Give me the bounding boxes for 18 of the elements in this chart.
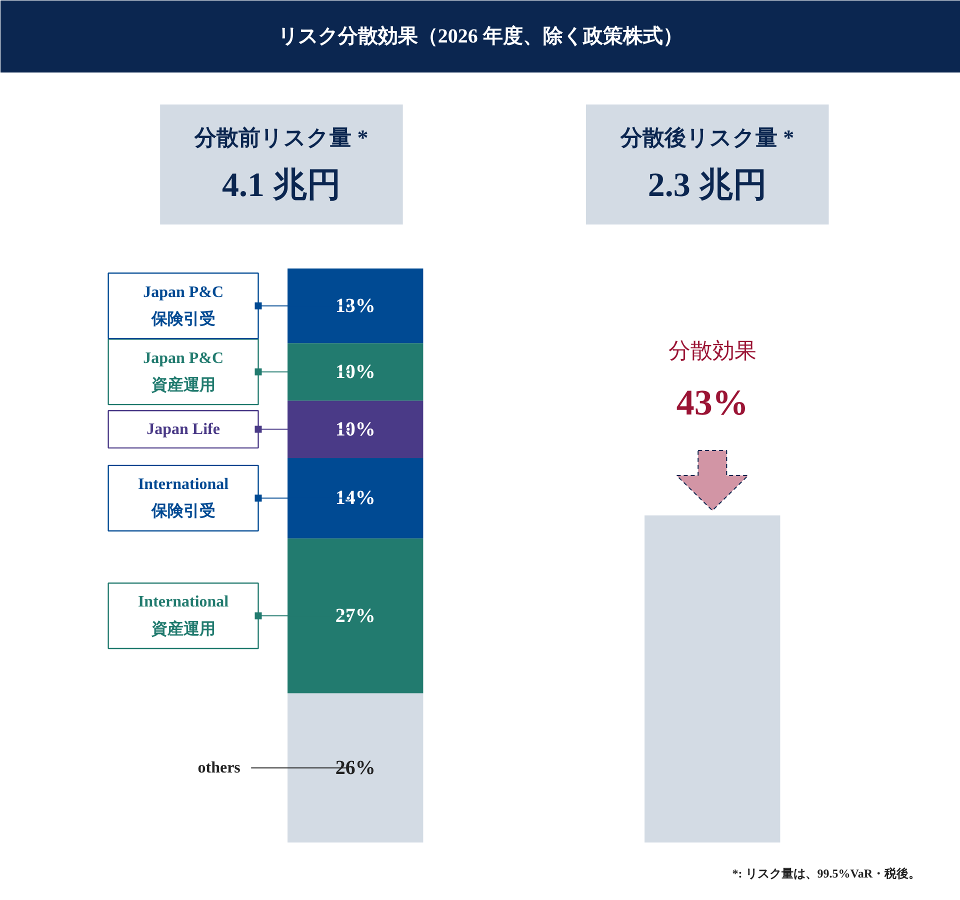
data-label: 26% bbox=[335, 756, 376, 779]
text: 分散後リスク量 * bbox=[620, 125, 794, 150]
text: 分散前リスク量 * bbox=[194, 125, 368, 150]
legend-label: International 保険引受 bbox=[138, 476, 230, 520]
legend-label: Japan Life bbox=[146, 420, 220, 438]
annotation: 分散効果 bbox=[668, 338, 756, 364]
data-label: 14% bbox=[335, 487, 376, 510]
chart-title: リスク分散効果（2026 年度、除く政策株式） bbox=[278, 24, 683, 48]
legend-label: International 資産運用 bbox=[138, 594, 230, 638]
legend-label: Japan P&C 資産運用 bbox=[143, 350, 224, 394]
text: 4.1 兆円 bbox=[222, 167, 341, 204]
data-label: 27% bbox=[335, 604, 376, 627]
text: 2.3 兆円 bbox=[648, 167, 767, 204]
annotation: 43% bbox=[676, 382, 748, 423]
data-label: 13% bbox=[335, 294, 376, 317]
text: *: リスク量は、99.5%VaR・税後。 bbox=[732, 866, 921, 881]
legend-label: Japan P&C 保険引受 bbox=[143, 284, 224, 328]
text: others bbox=[198, 759, 240, 776]
